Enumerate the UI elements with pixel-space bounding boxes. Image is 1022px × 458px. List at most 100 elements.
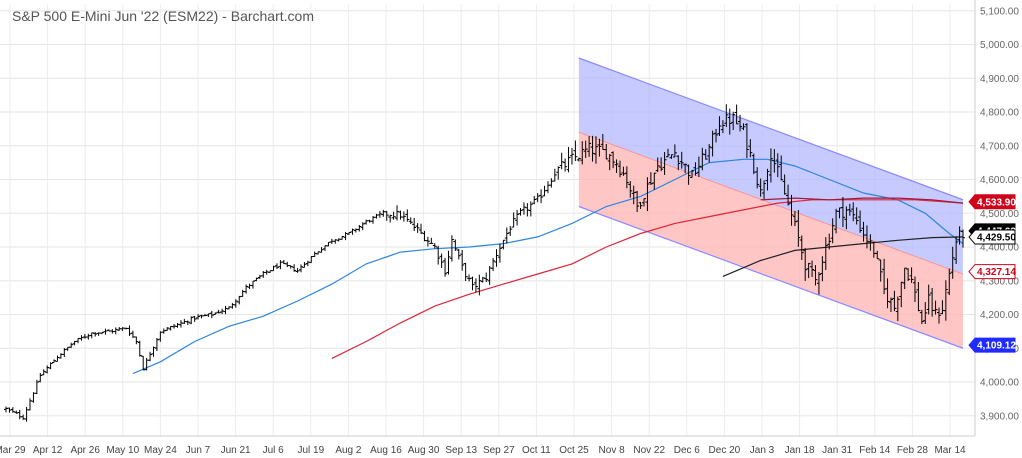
ohlc-bar [288, 265, 293, 269]
ohlc-bar [954, 236, 959, 264]
ohlc-bar [216, 309, 221, 314]
ohlc-bar [851, 202, 856, 222]
ohlc-bar [720, 120, 725, 134]
ohlc-bar [439, 253, 444, 268]
ohlc-bar [391, 211, 396, 220]
ohlc-bar [371, 216, 376, 224]
ohlc-bar [110, 329, 115, 334]
x-tick-label: Dec 20 [709, 445, 741, 456]
channel-upper-line [578, 57, 964, 201]
ohlc-bar [947, 268, 952, 296]
ohlc-bar [199, 314, 204, 319]
ohlc-bar [827, 233, 832, 250]
ohlc-bar [573, 140, 578, 162]
ohlc-bar [305, 260, 310, 267]
ohlc-bar [326, 241, 331, 247]
ohlc-bar [460, 249, 465, 271]
ohlc-bar [552, 168, 557, 182]
ohlc-bar [539, 189, 544, 204]
ohlc-bar [117, 327, 122, 331]
ohlc-bar [621, 166, 626, 176]
ohlc-bar [137, 340, 142, 357]
ohlc-bar [14, 410, 19, 414]
ohlc-bar [888, 297, 893, 312]
ohlc-bar [302, 262, 307, 268]
ohlc-bar [796, 209, 801, 247]
ohlc-bar [69, 342, 74, 349]
ohlc-bars [4, 104, 965, 422]
ohlc-bar [89, 332, 94, 339]
ohlc-bar [727, 108, 732, 135]
x-tick-label: Nov 8 [599, 445, 626, 456]
price-flag: 4,429.50 [968, 229, 1016, 245]
moving-average-line-3 [760, 197, 964, 204]
ohlc-bar [789, 194, 794, 226]
ohlc-bar [638, 201, 643, 209]
ohlc-bar [196, 314, 201, 320]
ohlc-bar [384, 210, 389, 221]
ohlc-bar [494, 249, 499, 267]
ohlc-bar [17, 409, 22, 420]
ohlc-bar [655, 157, 660, 173]
y-axis: 3,900.004,000.004,100.004,200.004,300.00… [974, 0, 1019, 436]
ohlc-bar [491, 257, 496, 272]
ohlc-bar [353, 228, 358, 233]
ohlc-bar [124, 327, 129, 330]
ohlc-bar [672, 144, 677, 158]
ohlc-bar [113, 327, 118, 335]
ohlc-bar [569, 147, 574, 165]
ohlc-bar [690, 169, 695, 178]
moving-average-line-1 [132, 158, 964, 375]
ohlc-bar [875, 250, 880, 260]
ohlc-bar [38, 372, 43, 383]
ohlc-bar [587, 136, 592, 157]
ohlc-bar [696, 156, 701, 177]
ohlc-bar [521, 202, 526, 215]
ohlc-bar [847, 203, 852, 216]
ohlc-bar [652, 172, 657, 190]
ohlc-bar [254, 277, 259, 282]
ohlc-bar [559, 152, 564, 170]
ohlc-bar [292, 264, 297, 272]
ohlc-bar [412, 217, 417, 231]
ohlc-bar [79, 335, 84, 341]
ohlc-bar [398, 210, 403, 220]
ohlc-bar [244, 284, 249, 294]
ohlc-bar [367, 219, 372, 223]
ohlc-bar [480, 276, 485, 283]
ohlc-bar [226, 306, 231, 310]
y-tick-label: 4,500.00 [980, 209, 1019, 220]
ohlc-bar [576, 157, 581, 162]
ohlc-bar [436, 245, 441, 265]
ohlc-bar [220, 308, 225, 315]
ohlc-bar [878, 259, 883, 282]
moving-average-line-4 [722, 236, 964, 277]
ohlc-bar [892, 290, 897, 312]
ohlc-bar [916, 282, 921, 312]
ohlc-bar [611, 151, 616, 169]
ohlc-bar [278, 260, 283, 270]
ohlc-bar [233, 299, 238, 308]
ohlc-bar [700, 147, 705, 171]
ohlc-bar [343, 231, 348, 241]
ohlc-bar [806, 262, 811, 279]
x-tick-label: Aug 16 [370, 445, 402, 456]
ohlc-bar [76, 337, 81, 344]
ohlc-bar [508, 226, 513, 236]
price-flag: 4,327.14 [968, 264, 1016, 280]
ohlc-bar [854, 207, 859, 225]
ohlc-bar [580, 141, 585, 165]
ohlc-bar [65, 346, 70, 351]
x-tick-label: Mar 14 [934, 445, 966, 456]
ohlc-bar [347, 231, 352, 235]
ohlc-bar [707, 144, 712, 163]
y-tick-label: 4,400.00 [980, 243, 1019, 254]
ohlc-bar [961, 229, 965, 248]
ohlc-bar [755, 167, 760, 189]
ohlc-bar [192, 315, 197, 322]
ohlc-bar [895, 296, 900, 322]
ohlc-bar [614, 159, 619, 173]
ohlc-bar [48, 362, 53, 370]
ohlc-bar [271, 265, 276, 272]
